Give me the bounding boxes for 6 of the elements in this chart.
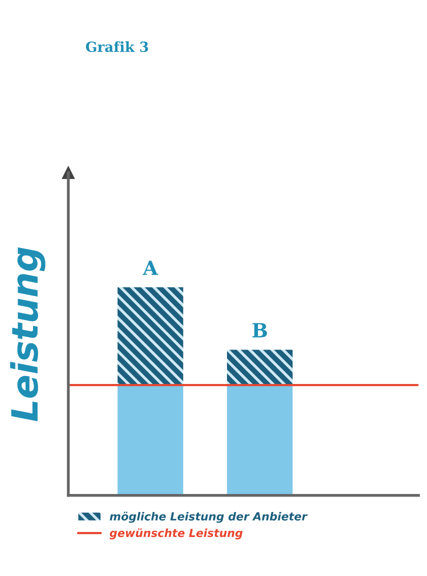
y-axis-title: Leistung	[10, 247, 46, 422]
x-tick-label: B	[252, 323, 267, 338]
x-tick-label: A	[142, 260, 158, 275]
legend-label: mögliche Leistung der Anbieter	[110, 512, 308, 523]
legend-label: gewünschte Leistung	[110, 528, 243, 540]
chart-title: Grafik 3	[86, 41, 148, 52]
